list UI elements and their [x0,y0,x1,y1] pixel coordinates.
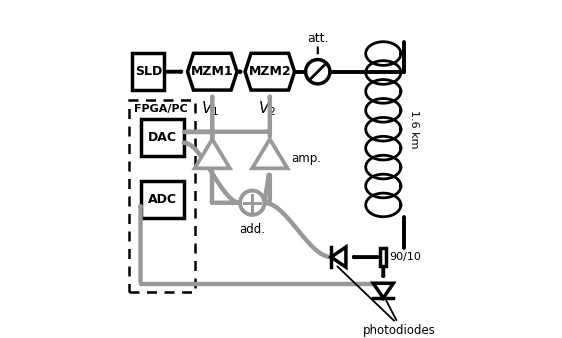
Circle shape [240,191,264,215]
Bar [140,119,184,155]
Bar [380,248,386,266]
Text: photodiodes: photodiodes [363,324,436,337]
Text: SLD: SLD [135,65,162,78]
Polygon shape [373,283,393,298]
Text: MZM1: MZM1 [191,65,234,78]
Polygon shape [245,53,294,90]
Text: 90/10: 90/10 [389,252,421,262]
Text: 1.6 km: 1.6 km [409,110,419,148]
Text: FPGA/PC: FPGA/PC [134,104,188,114]
Text: DAC: DAC [148,131,176,144]
Circle shape [306,59,330,84]
Text: MZM2: MZM2 [248,65,291,78]
Bar [133,53,164,90]
Text: amp.: amp. [292,151,321,165]
Polygon shape [331,247,346,267]
Text: att.: att. [307,31,329,45]
Bar [129,100,194,292]
Text: $V_1$: $V_1$ [201,99,219,118]
Bar [140,181,184,218]
Text: ADC: ADC [148,193,176,206]
Polygon shape [188,53,237,90]
Text: $V_2$: $V_2$ [258,99,277,118]
Text: add.: add. [239,223,265,236]
Polygon shape [252,139,288,168]
Polygon shape [194,139,230,168]
